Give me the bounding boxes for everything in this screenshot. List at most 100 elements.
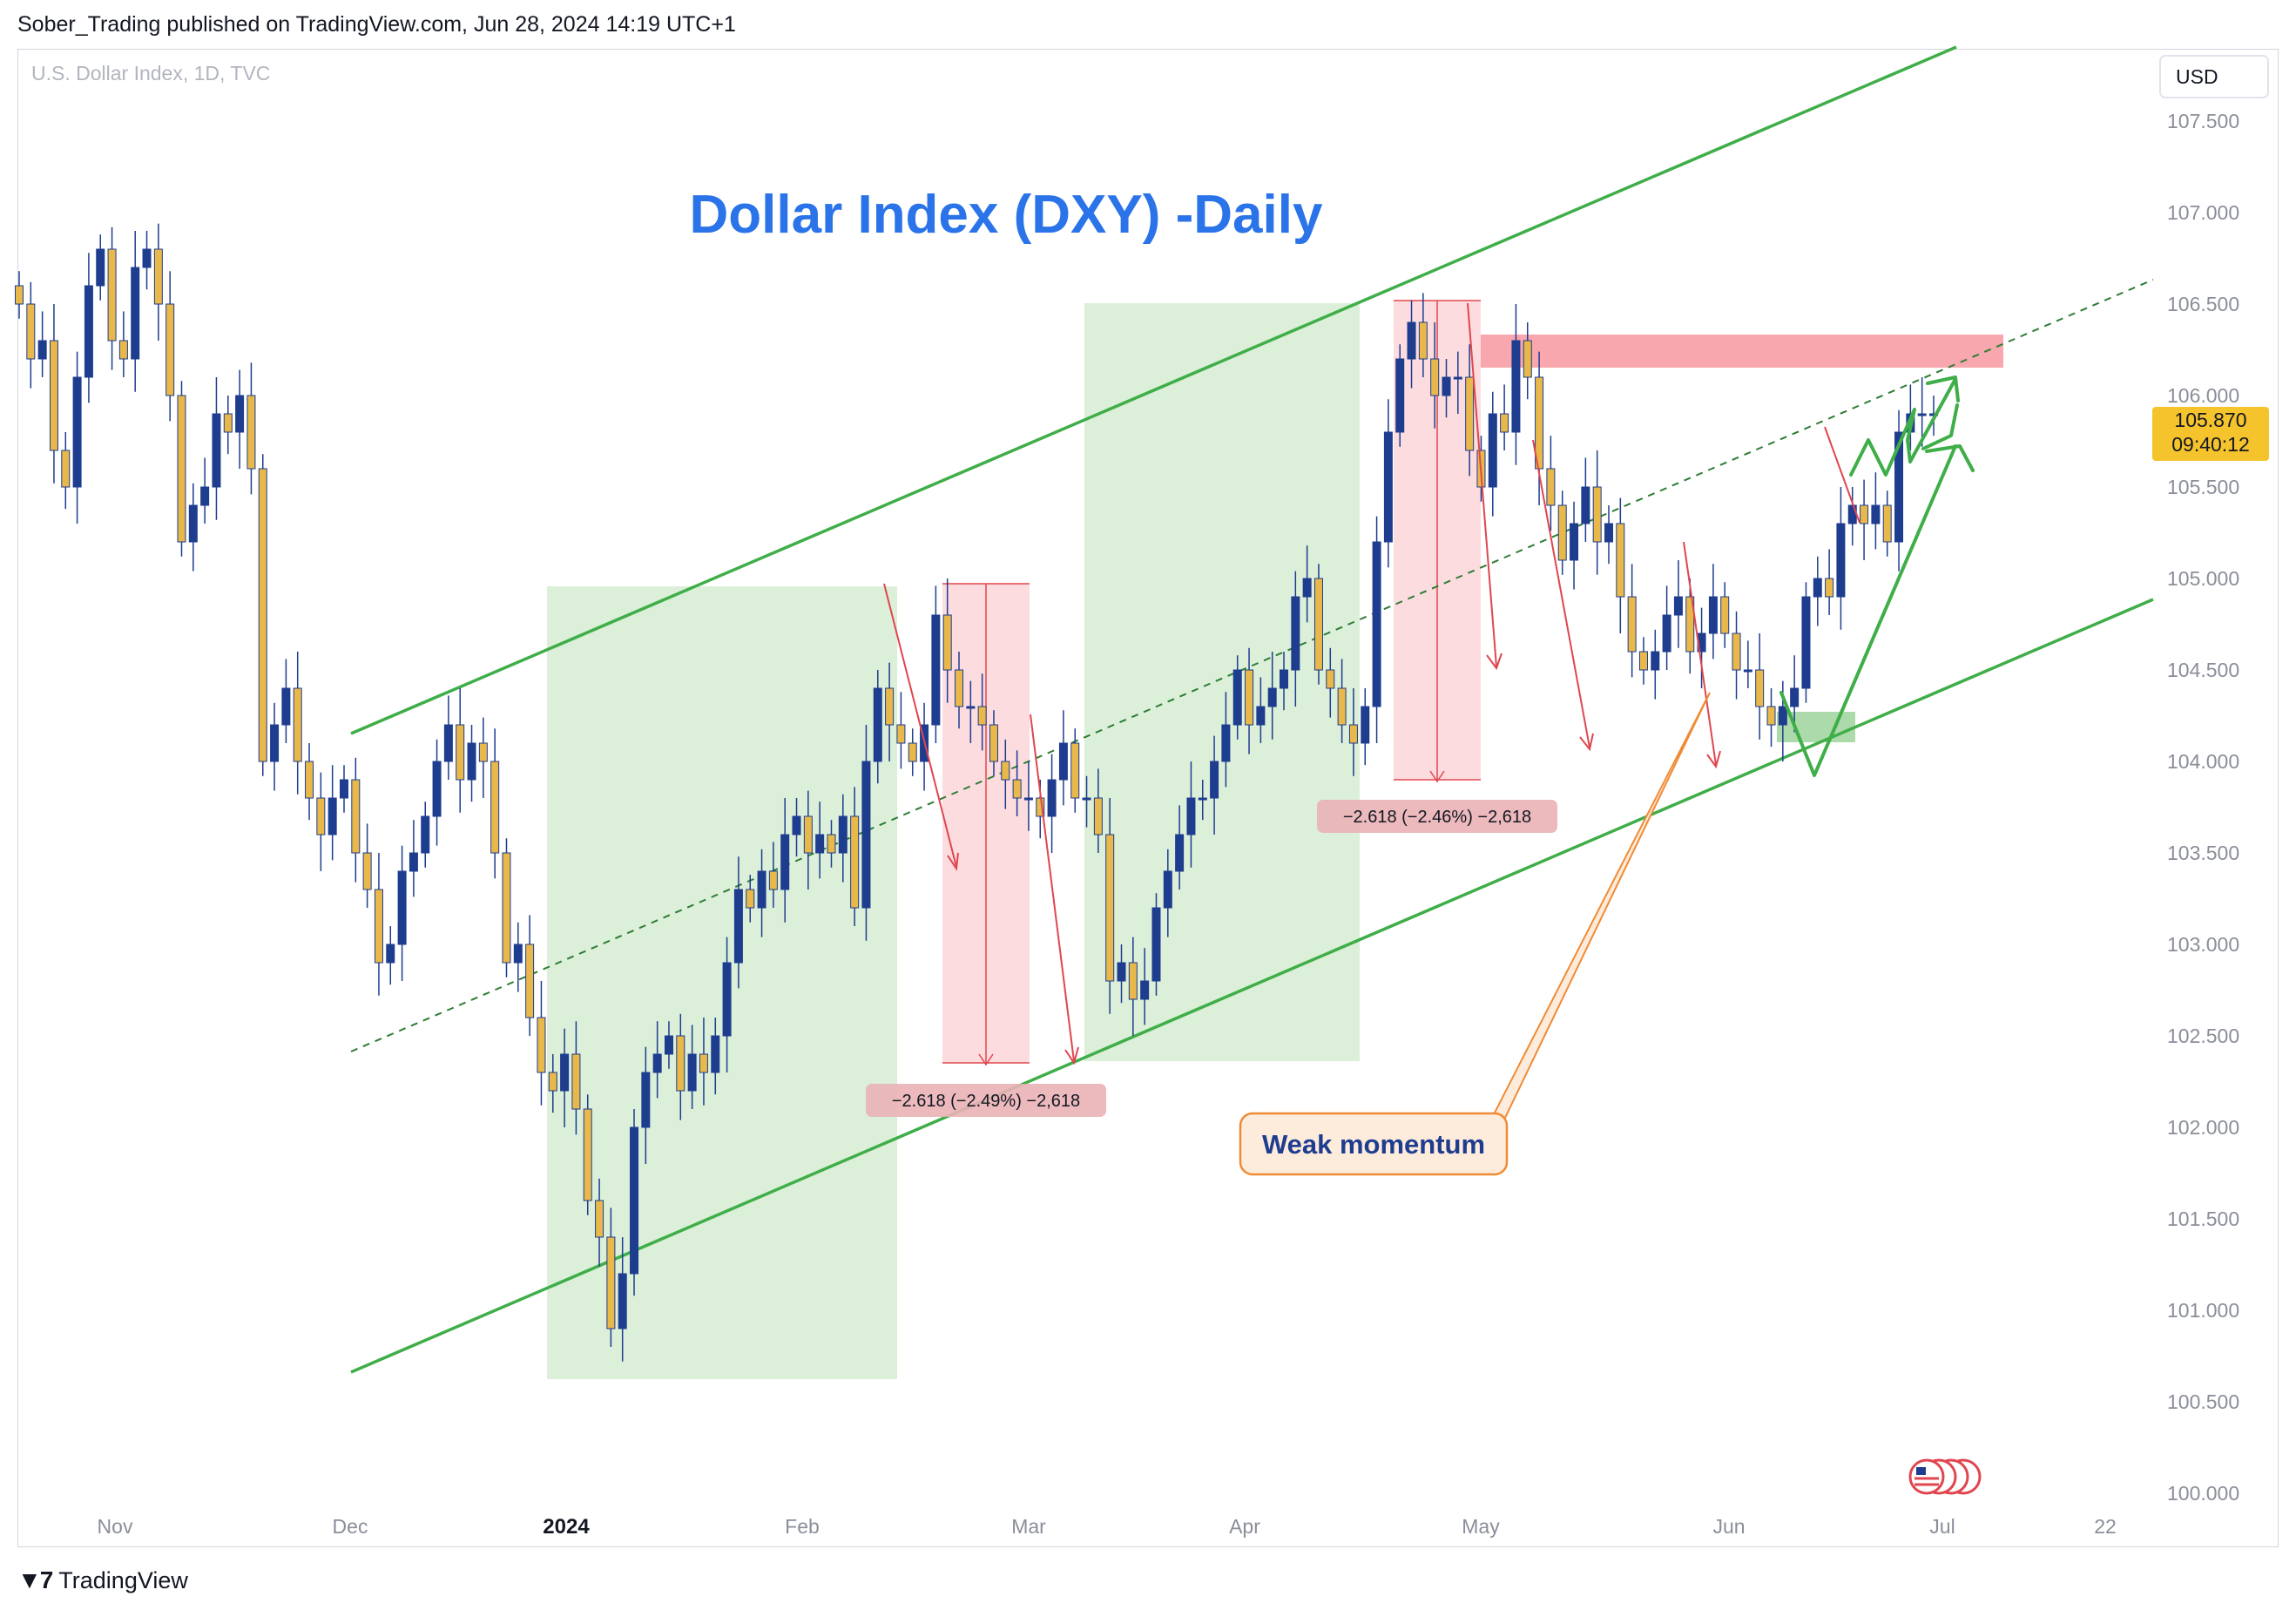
candle-body [1128,962,1138,1000]
candle-body [1523,340,1532,378]
tradingview-brand[interactable]: ▼7 TradingView [17,1566,188,1594]
price-tick: 100.000 [2167,1482,2239,1505]
candle-body [409,852,418,872]
support-zone [1777,712,1855,742]
candle-body [1500,413,1509,433]
candle-body [1511,340,1521,433]
candle-body [177,395,186,543]
rally-zone-1 [547,586,897,1379]
candle-body [548,1072,557,1092]
candle-body [502,852,511,964]
candle-body [1093,797,1103,835]
candle-body [443,724,453,762]
candle-body [1280,669,1289,689]
candle-body [1070,742,1080,799]
candle-body [165,303,175,396]
candle-body [1732,632,1741,671]
candle-body [827,834,836,854]
candle-body [131,267,140,360]
currency-button[interactable]: USD [2159,55,2269,98]
price-tick: 103.500 [2167,842,2239,864]
candle-body [989,724,998,762]
channel-lower [350,598,2154,1374]
candle-body [722,962,732,1037]
weak-momentum-pointer [1490,692,1711,1119]
candle-body [15,285,24,305]
candle-body [478,742,488,762]
candle-body [1151,907,1161,982]
price-tick: 100.500 [2167,1390,2239,1413]
candle-body [641,1072,651,1128]
candle-body [397,870,407,945]
us-flag-events-icon[interactable] [1908,1458,1982,1495]
candle-body [1917,413,1927,416]
candle-body [1673,596,1683,616]
candle-body [803,815,813,854]
candle-body [1570,523,1579,561]
candle-body [1326,669,1335,689]
time-tick: Apr [1229,1515,1260,1538]
time-tick: Jun [1712,1515,1745,1538]
candle-body [1210,761,1219,799]
candle-body [1860,504,1869,524]
candle-body [768,870,778,890]
candle-body [861,761,871,909]
resistance-zone [1481,335,2003,368]
candle-body [1186,797,1196,835]
candlestick-series [15,223,1938,1362]
candle-body [746,889,755,909]
candle-body [1256,706,1266,726]
candle-body [84,285,93,378]
publish-info: Sober_Trading published on TradingView.c… [17,12,736,37]
candle-body [1766,706,1776,726]
svg-text:Weak momentum: Weak momentum [1262,1129,1485,1160]
candle-body [96,248,105,287]
candle-body [1743,669,1752,673]
candle-body [1348,724,1358,744]
candle-body [1894,431,1904,543]
candle-body [1058,742,1068,781]
candle-body [1001,761,1010,781]
candle-body [281,687,291,726]
candle-body [1638,651,1648,671]
candle-body [733,889,743,964]
candle-body [467,742,476,781]
time-axis[interactable]: Nov Dec 2024 Feb Mar Apr May Jun Jul 22 [98,1515,2117,1539]
chart-frame[interactable] [17,49,2279,1547]
brand-text: TradingView [58,1566,188,1593]
candle-body [838,815,847,854]
price-tick: 102.000 [2167,1116,2239,1139]
price-axis[interactable]: 107.500 107.000 106.500 106.000 105.500 105.0… [2167,110,2239,1505]
candle-body [1221,724,1231,762]
candle-body [1313,578,1323,671]
green-projection-arrows [1779,375,1975,777]
candle-body [1453,376,1462,380]
candle-body [246,395,256,470]
candle-body [966,706,976,709]
time-tick: Nov [98,1515,133,1538]
candle-body [1407,321,1416,360]
candle-body [142,248,152,268]
candle-body [1023,797,1033,801]
measure-label-1: −2.618 (−2.49%) −2,618 [866,1084,1106,1117]
price-tick: 107.500 [2167,110,2239,132]
candle-body [537,1017,546,1073]
candle-body [815,834,825,854]
candle-body [1082,797,1091,801]
time-tick: Mar [1011,1515,1046,1538]
candle-body [780,834,790,890]
candle-body [1372,541,1381,707]
candle-body [61,450,71,488]
candle-body [153,248,163,305]
candle-body [955,669,964,707]
candle-body [490,761,500,854]
time-tick: 22 [2094,1515,2117,1538]
price-tick: 101.000 [2167,1299,2239,1322]
candle-body [560,1053,570,1092]
channel-median [350,279,2154,1052]
candle-body [1825,578,1834,598]
candle-body [1581,486,1590,524]
candle-body [618,1273,627,1329]
candle-body [305,761,314,799]
